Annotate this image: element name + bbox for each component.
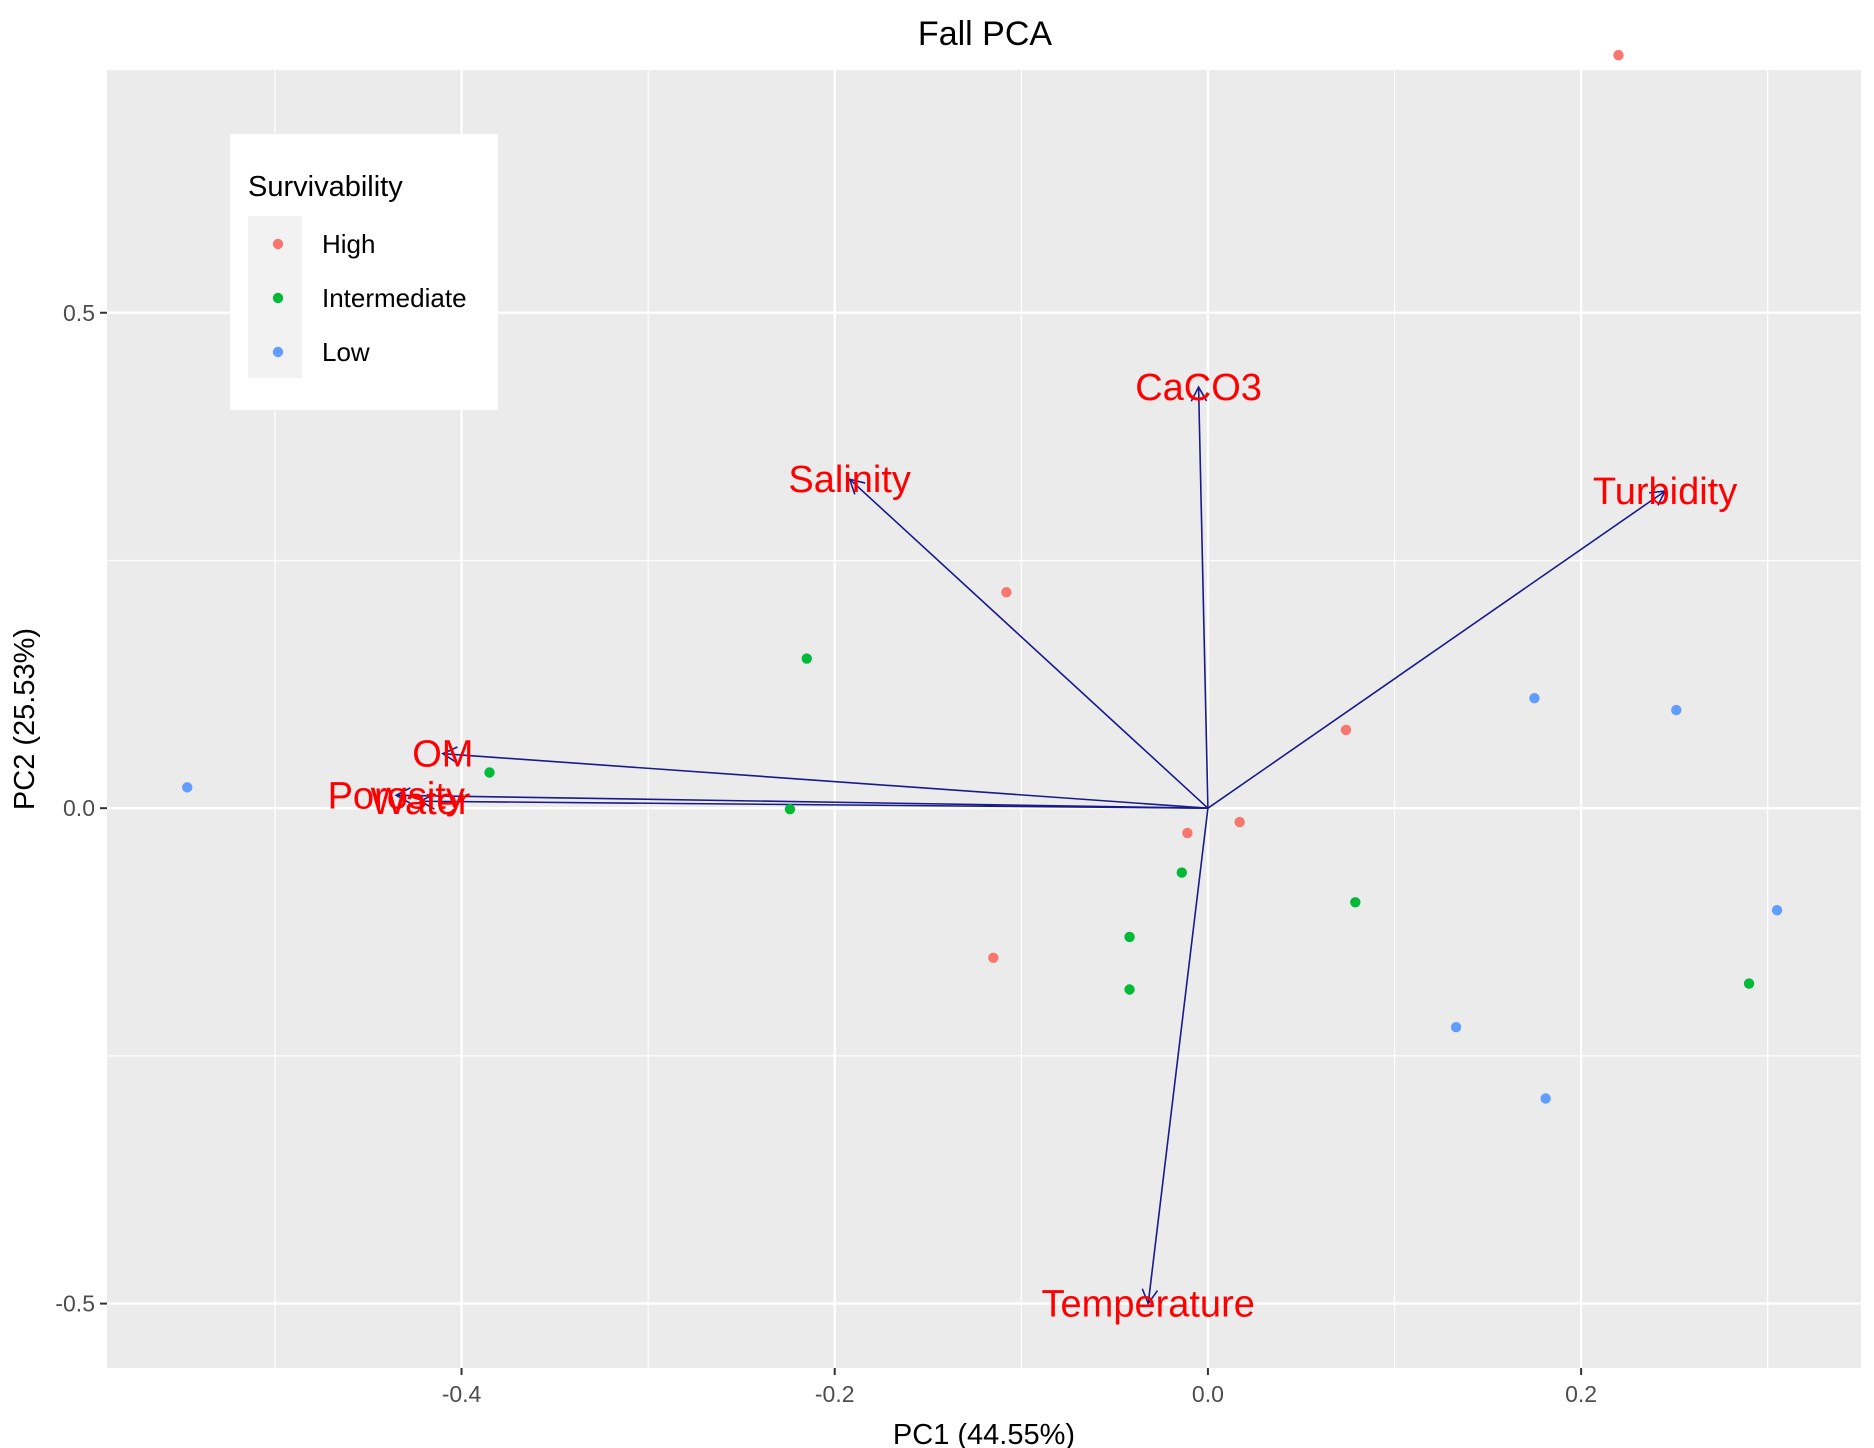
loading-arrow (394, 787, 1208, 809)
data-point-intermediate (484, 767, 495, 778)
data-points (182, 49, 1783, 1104)
data-point-low (182, 782, 193, 793)
chart-title: Fall PCA (918, 15, 1052, 53)
data-point-intermediate (784, 803, 796, 815)
loading-label: Water (371, 781, 471, 823)
data-point-high (1234, 816, 1245, 828)
data-point-low (1540, 1093, 1551, 1104)
legend: Survivability High Intermediate Low (230, 134, 498, 410)
y-axis-title: PC2 (25.53%) (9, 628, 41, 810)
loading-arrows (394, 385, 1667, 1306)
x-tick-label: 0.0 (1192, 1381, 1224, 1407)
y-tick-label: 0.0 (63, 795, 95, 821)
legend-key-intermediate (272, 292, 284, 304)
y-tick-label: 0.5 (63, 300, 95, 326)
data-point-intermediate (1350, 897, 1361, 908)
legend-title: Survivability (248, 171, 403, 203)
loading-arrow (1141, 808, 1209, 1306)
x-axis-title: PC1 (44.55%) (893, 1419, 1075, 1448)
data-point-high (1001, 586, 1012, 598)
loading-arrow (1190, 385, 1209, 809)
data-point-intermediate (1124, 984, 1135, 995)
loading-arrow (418, 792, 1208, 810)
x-axis-ticks: -0.4 -0.2 0.0 0.2 (442, 1368, 1597, 1407)
data-point-intermediate (801, 653, 812, 664)
legend-label: High (322, 229, 375, 259)
data-point-intermediate (1743, 978, 1755, 989)
y-tick-label: -0.5 (55, 1291, 95, 1317)
data-point-high (1182, 827, 1193, 839)
loading-label: CaCO3 (1135, 367, 1262, 409)
x-tick-label: -0.4 (442, 1381, 482, 1407)
data-point-high (1340, 724, 1352, 736)
y-axis-ticks: -0.5 0.0 0.5 (55, 300, 107, 1317)
data-point-low (1529, 692, 1540, 704)
loading-label: Turbidity (1593, 471, 1737, 513)
legend-key-high (272, 238, 284, 250)
data-point-low (1771, 905, 1783, 916)
data-point-intermediate (1124, 931, 1135, 943)
x-tick-label: -0.2 (815, 1381, 855, 1407)
x-tick-label: 0.2 (1565, 1381, 1597, 1407)
loading-arrow (1207, 490, 1667, 809)
data-point-high (988, 952, 999, 963)
loading-arrow (848, 478, 1209, 809)
data-point-low (1671, 704, 1682, 716)
legend-label: Low (322, 337, 370, 367)
data-point-high (1613, 49, 1624, 61)
loading-label: OM (412, 734, 473, 776)
loading-arrow (441, 746, 1208, 809)
legend-key-low (272, 346, 284, 358)
legend-label: Intermediate (322, 283, 467, 313)
loading-label: Temperature (1042, 1284, 1255, 1326)
loading-label: Salinity (788, 459, 911, 501)
loading-label: Porosity (328, 775, 465, 817)
data-point-intermediate (1176, 867, 1187, 878)
data-point-low (1450, 1021, 1462, 1033)
